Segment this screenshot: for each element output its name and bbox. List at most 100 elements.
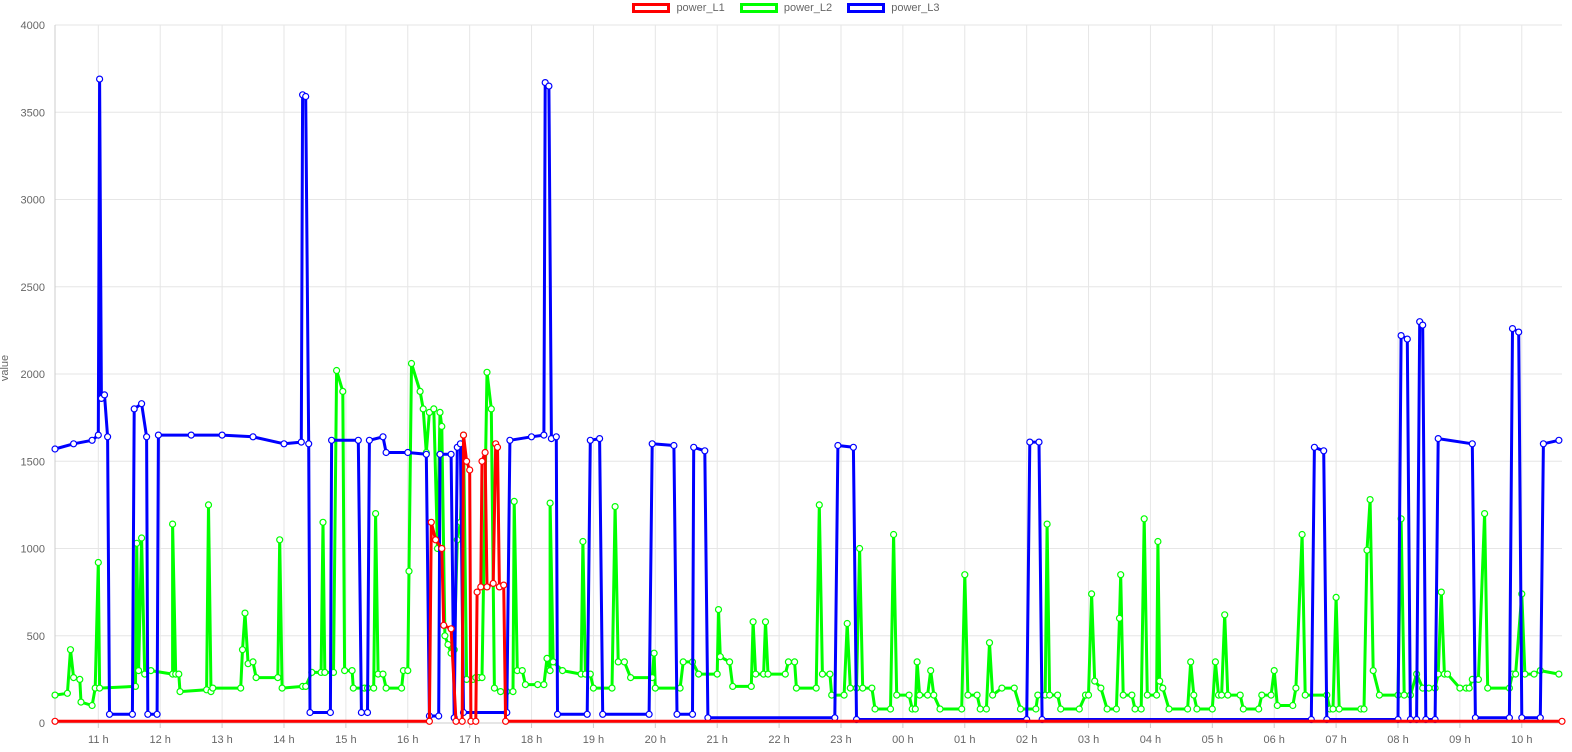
data-point-power-l3[interactable] bbox=[138, 400, 146, 408]
data-point-power-l2[interactable] bbox=[204, 501, 213, 509]
data-point-power-l2[interactable] bbox=[436, 408, 444, 416]
data-point-power-l3[interactable] bbox=[379, 433, 387, 441]
data-point-power-l2[interactable] bbox=[1117, 571, 1125, 579]
data-point-power-l2[interactable] bbox=[1154, 537, 1162, 546]
data-point-power-l3[interactable] bbox=[153, 710, 161, 718]
data-point-power-l2[interactable] bbox=[1400, 691, 1408, 699]
data-point-power-l2[interactable] bbox=[1375, 691, 1384, 699]
data-point-power-l2[interactable] bbox=[339, 387, 347, 395]
data-point-power-l2[interactable] bbox=[761, 618, 770, 626]
data-point-power-l2[interactable] bbox=[169, 520, 177, 528]
data-point-power-l2[interactable] bbox=[886, 705, 895, 713]
data-point-power-l2[interactable] bbox=[333, 366, 341, 375]
data-point-power-l3[interactable] bbox=[306, 708, 314, 717]
data-point-power-l3[interactable] bbox=[328, 436, 336, 444]
data-point-power-l3[interactable] bbox=[527, 433, 536, 441]
data-point-power-l2[interactable] bbox=[138, 534, 146, 542]
data-point-power-l3[interactable] bbox=[382, 448, 390, 457]
data-point-power-l2[interactable] bbox=[985, 639, 994, 647]
data-point-power-l3[interactable] bbox=[103, 433, 112, 441]
data-point-power-l1[interactable] bbox=[493, 443, 502, 451]
data-point-power-l2[interactable] bbox=[751, 670, 760, 678]
data-point-power-l2[interactable] bbox=[843, 619, 851, 628]
data-point-power-l3[interactable] bbox=[1026, 438, 1034, 446]
data-point-power-l3[interactable] bbox=[545, 82, 553, 90]
data-point-power-l3[interactable] bbox=[1310, 443, 1319, 451]
data-point-power-l2[interactable] bbox=[238, 646, 247, 654]
data-point-power-l2[interactable] bbox=[1128, 691, 1136, 699]
data-point-power-l2[interactable] bbox=[521, 680, 530, 689]
data-point-power-l2[interactable] bbox=[936, 705, 944, 713]
data-point-power-l2[interactable] bbox=[1255, 705, 1263, 713]
data-point-power-l3[interactable] bbox=[297, 438, 305, 446]
data-point-power-l2[interactable] bbox=[1221, 611, 1229, 619]
data-point-power-l2[interactable] bbox=[444, 640, 452, 649]
data-point-power-l3[interactable] bbox=[95, 75, 104, 83]
data-point-power-l2[interactable] bbox=[1016, 705, 1025, 713]
data-point-power-l2[interactable] bbox=[1190, 691, 1198, 699]
data-point-power-l2[interactable] bbox=[66, 646, 75, 654]
data-point-power-l2[interactable] bbox=[1131, 705, 1139, 713]
data-point-power-l2[interactable] bbox=[1075, 705, 1083, 713]
data-point-power-l3[interactable] bbox=[363, 708, 372, 717]
data-point-power-l2[interactable] bbox=[274, 673, 282, 682]
data-point-power-l2[interactable] bbox=[76, 675, 84, 684]
data-point-power-l2[interactable] bbox=[379, 670, 387, 678]
data-point-power-l2[interactable] bbox=[540, 680, 548, 689]
data-point-power-l3[interactable] bbox=[51, 445, 59, 453]
data-point-power-l3[interactable] bbox=[1397, 332, 1405, 340]
data-point-power-l3[interactable] bbox=[1555, 436, 1563, 444]
data-point-power-l1[interactable] bbox=[483, 583, 491, 591]
data-point-power-l3[interactable] bbox=[436, 450, 444, 458]
data-point-power-l2[interactable] bbox=[1289, 701, 1297, 710]
data-point-power-l3[interactable] bbox=[599, 710, 607, 718]
data-point-power-l3[interactable] bbox=[143, 433, 151, 441]
data-point-power-l2[interactable] bbox=[252, 673, 260, 682]
data-point-power-l2[interactable] bbox=[1369, 666, 1377, 675]
data-point-power-l3[interactable] bbox=[645, 710, 653, 718]
data-point-power-l2[interactable] bbox=[241, 609, 249, 617]
data-point-power-l3[interactable] bbox=[690, 443, 698, 451]
data-point-power-l2[interactable] bbox=[1143, 691, 1151, 699]
data-point-power-l2[interactable] bbox=[549, 658, 557, 666]
data-point-power-l2[interactable] bbox=[1332, 593, 1340, 602]
data-point-power-l3[interactable] bbox=[128, 710, 136, 718]
data-point-power-l2[interactable] bbox=[1484, 684, 1492, 692]
data-point-power-l2[interactable] bbox=[278, 684, 286, 692]
data-point-power-l2[interactable] bbox=[1437, 588, 1445, 596]
data-point-power-l3[interactable] bbox=[326, 708, 334, 717]
data-point-power-l2[interactable] bbox=[1224, 691, 1232, 699]
data-point-power-l3[interactable] bbox=[422, 450, 430, 458]
data-point-power-l2[interactable] bbox=[1211, 658, 1220, 666]
data-point-power-l2[interactable] bbox=[487, 405, 495, 413]
data-point-power-l2[interactable] bbox=[1366, 496, 1374, 504]
data-point-power-l2[interactable] bbox=[276, 536, 284, 544]
data-point-power-l2[interactable] bbox=[1270, 666, 1278, 675]
data-point-power-l2[interactable] bbox=[209, 684, 217, 692]
data-point-power-l3[interactable] bbox=[88, 436, 96, 444]
data-point-power-l2[interactable] bbox=[175, 670, 183, 678]
data-point-power-l2[interactable] bbox=[976, 705, 984, 713]
data-point-power-l3[interactable] bbox=[1434, 435, 1442, 443]
data-point-power-l2[interactable] bbox=[404, 666, 412, 675]
data-point-power-l2[interactable] bbox=[694, 670, 703, 678]
data-point-power-l2[interactable] bbox=[790, 658, 799, 666]
data-point-power-l2[interactable] bbox=[716, 653, 724, 661]
data-point-power-l3[interactable] bbox=[354, 436, 362, 444]
data-point-power-l2[interactable] bbox=[1115, 614, 1124, 622]
data-point-power-l2[interactable] bbox=[1292, 684, 1300, 692]
data-point-power-l2[interactable] bbox=[1097, 684, 1105, 692]
data-point-power-l2[interactable] bbox=[982, 705, 991, 713]
data-point-power-l3[interactable] bbox=[540, 431, 548, 439]
data-point-power-l2[interactable] bbox=[855, 544, 864, 553]
data-point-power-l2[interactable] bbox=[1032, 705, 1040, 713]
data-point-power-l2[interactable] bbox=[958, 705, 966, 713]
data-point-power-l3[interactable] bbox=[595, 435, 604, 443]
data-point-power-l2[interactable] bbox=[1183, 705, 1192, 713]
data-point-power-l2[interactable] bbox=[608, 684, 616, 692]
data-point-power-l2[interactable] bbox=[927, 666, 935, 675]
data-point-power-l2[interactable] bbox=[69, 673, 78, 682]
data-point-power-l2[interactable] bbox=[95, 684, 104, 692]
data-point-power-l3[interactable] bbox=[552, 433, 560, 441]
legend-item-power-l3[interactable]: power_L3 bbox=[847, 2, 940, 14]
